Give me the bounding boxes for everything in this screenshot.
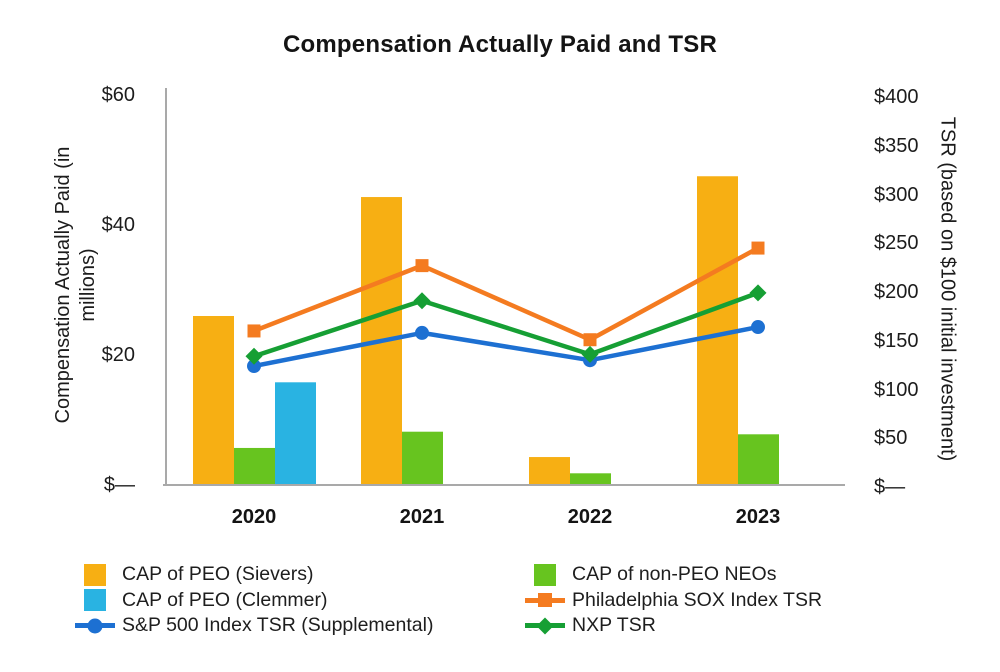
y-left-tick-20: $20 bbox=[101, 344, 135, 366]
legend-label-cap_peo_clemmer: CAP of PEO (Clemmer) bbox=[122, 588, 328, 611]
philadelphia_sox_index_tsr-square-marker-icon bbox=[538, 593, 552, 608]
legend-swatch-philadelphia_sox_index_tsr bbox=[525, 588, 565, 614]
y-right-tick-200: $200 bbox=[874, 281, 919, 303]
x-tick-2023: 2023 bbox=[735, 506, 781, 528]
line-sp500_index_tsr bbox=[251, 324, 761, 369]
sp500_index_tsr-circle-marker-icon bbox=[87, 618, 103, 634]
legend-item-philadelphia_sox_index_tsr: Philadelphia SOX Index TSR bbox=[525, 588, 822, 614]
nxp_tsr-line-swatch bbox=[525, 617, 565, 635]
legend-column-left: CAP of PEO (Sievers) CAP of PEO (Clemmer)… bbox=[75, 562, 433, 639]
marker-sp500_index_tsr-2021 bbox=[415, 325, 429, 340]
marker-nxp_tsr-2021 bbox=[413, 292, 431, 310]
bar-cap_non_peo_neos-2020 bbox=[234, 447, 275, 484]
legend-swatch-cap_non_peo_neos bbox=[525, 562, 565, 588]
x-tick-2021: 2021 bbox=[399, 506, 445, 528]
cap_peo_sievers-square-swatch bbox=[84, 563, 106, 586]
legend-swatch-cap_peo_sievers bbox=[75, 562, 115, 588]
cap_peo_clemmer-square-swatch bbox=[84, 589, 106, 612]
y-right-tick-0: $— bbox=[874, 476, 906, 498]
legend-label-cap_peo_sievers: CAP of PEO (Sievers) bbox=[122, 563, 314, 586]
marker-sp500_index_tsr-2020 bbox=[247, 359, 261, 374]
legend-label-sp500_index_tsr: S&P 500 Index TSR (Supplemental) bbox=[122, 614, 434, 637]
cap_non_peo_neos-square-swatch bbox=[534, 563, 556, 586]
y-right-tick-100: $100 bbox=[874, 378, 919, 401]
y-right-tick-50: $50 bbox=[874, 427, 908, 450]
legend-swatch-sp500_index_tsr bbox=[75, 613, 115, 639]
y-right-tick-400: $400 bbox=[874, 86, 919, 108]
marker-sp500_index_tsr-2023 bbox=[751, 320, 765, 335]
marker-philadelphia_sox_index_tsr-2020 bbox=[247, 324, 261, 338]
x-tick-2022: 2022 bbox=[567, 506, 613, 528]
marker-philadelphia_sox_index_tsr-2023 bbox=[751, 241, 765, 255]
x-tick-2020: 2020 bbox=[231, 506, 277, 528]
legend-item-nxp_tsr: NXP TSR bbox=[525, 613, 822, 639]
marker-nxp_tsr-2023 bbox=[749, 284, 767, 302]
y-left-tick-40: $40 bbox=[101, 214, 135, 236]
philadelphia_sox_index_tsr-line-swatch bbox=[525, 593, 565, 608]
bar-cap_peo_clemmer-2020 bbox=[275, 382, 316, 484]
bar-cap_peo_sievers-2020 bbox=[193, 316, 234, 484]
bar-cap_non_peo_neos-2022 bbox=[570, 473, 611, 484]
y-right-tick-150: $150 bbox=[874, 329, 919, 352]
marker-nxp_tsr-2020 bbox=[245, 347, 263, 365]
y-right-tick-250: $250 bbox=[874, 232, 919, 255]
y-right-tick-350: $350 bbox=[874, 134, 919, 157]
legend-swatch-cap_peo_clemmer bbox=[75, 588, 115, 614]
legend-item-sp500_index_tsr: S&P 500 Index TSR (Supplemental) bbox=[75, 613, 433, 639]
bar-cap_non_peo_neos-2021 bbox=[402, 431, 443, 484]
bar-cap_peo_sievers-2022 bbox=[529, 457, 570, 484]
y-left-tick-0: $— bbox=[103, 474, 135, 496]
marker-nxp_tsr-2022 bbox=[581, 345, 599, 363]
legend-item-cap_peo_clemmer: CAP of PEO (Clemmer) bbox=[75, 588, 433, 614]
legend-label-nxp_tsr: NXP TSR bbox=[572, 614, 656, 637]
nxp_tsr-diamond-marker-icon bbox=[536, 617, 554, 635]
sp500_index_tsr-line-swatch bbox=[75, 618, 115, 634]
chart-title: Compensation Actually Paid and TSR bbox=[283, 31, 717, 58]
legend-column-right: CAP of non-PEO NEOs Philadelphia SOX Inde… bbox=[525, 562, 822, 639]
marker-philadelphia_sox_index_tsr-2021 bbox=[415, 259, 429, 273]
legend-item-cap_non_peo_neos: CAP of non-PEO NEOs bbox=[525, 562, 822, 588]
legend-item-cap_peo_sievers: CAP of PEO (Sievers) bbox=[75, 562, 433, 588]
line-philadelphia_sox_index_tsr bbox=[251, 245, 761, 342]
y-right-tick-300: $300 bbox=[874, 183, 919, 206]
marker-philadelphia_sox_index_tsr-2022 bbox=[583, 333, 597, 347]
bar-cap_non_peo_neos-2023 bbox=[738, 434, 779, 484]
line-nxp_tsr bbox=[251, 290, 761, 359]
legend-swatch-nxp_tsr bbox=[525, 613, 565, 639]
legend-label-cap_non_peo_neos: CAP of non-PEO NEOs bbox=[572, 563, 777, 586]
legend-label-philadelphia_sox_index_tsr: Philadelphia SOX Index TSR bbox=[572, 588, 823, 611]
y-left-tick-60: $60 bbox=[101, 84, 135, 106]
